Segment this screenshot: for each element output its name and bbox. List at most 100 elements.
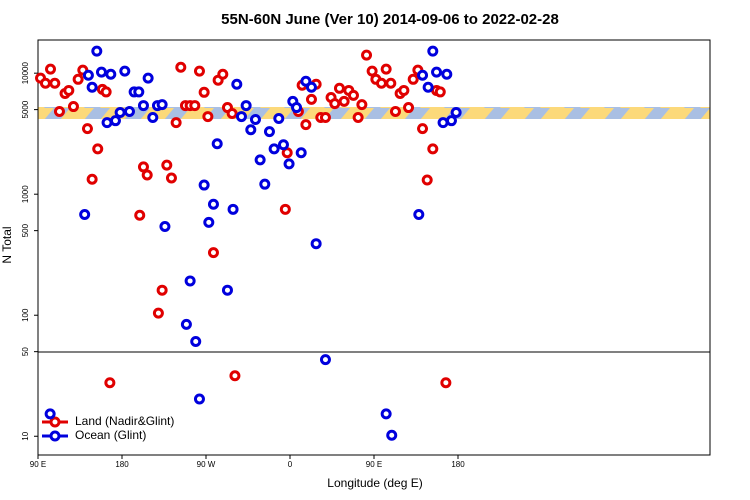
point (291, 102, 303, 114)
point (53, 106, 65, 118)
legend-marker (49, 430, 61, 442)
point (249, 114, 261, 126)
point (427, 45, 439, 57)
point (295, 147, 307, 159)
point (82, 69, 94, 81)
point (141, 169, 153, 181)
point (235, 111, 247, 123)
point (207, 198, 219, 210)
point (347, 89, 359, 101)
x-tick-label: 90 W (197, 460, 216, 469)
point (217, 68, 229, 80)
point (49, 77, 61, 89)
point (268, 143, 280, 155)
point (170, 117, 182, 129)
y-tick-label: 5000 (21, 100, 30, 118)
point (152, 307, 164, 319)
point (356, 99, 368, 111)
point (184, 275, 196, 287)
point (366, 65, 378, 77)
point (161, 159, 173, 171)
legend-label: Ocean (Glint) (75, 428, 146, 442)
point (431, 66, 443, 78)
point (95, 66, 107, 78)
point (445, 115, 457, 127)
point (119, 65, 131, 77)
y-tick-label: 10 (21, 431, 30, 440)
point (211, 138, 223, 150)
point (259, 178, 271, 190)
point (279, 203, 291, 215)
point (101, 117, 113, 129)
point (417, 123, 429, 135)
point (434, 86, 446, 98)
point (221, 284, 233, 296)
point (386, 429, 398, 441)
point (227, 203, 239, 215)
y-tick-label: 100 (21, 308, 30, 322)
point (352, 112, 364, 124)
point (380, 408, 392, 420)
point (254, 154, 266, 166)
point (385, 77, 397, 89)
point (338, 95, 350, 107)
point (403, 102, 415, 114)
x-tick-label: 180 (451, 460, 465, 469)
point (229, 370, 241, 382)
point (231, 78, 243, 90)
point (273, 113, 285, 125)
x-tick-label: 0 (288, 460, 293, 469)
point (175, 61, 187, 73)
point (300, 119, 312, 131)
y-tick-label: 1000 (21, 185, 30, 203)
point (198, 179, 210, 191)
legend: Land (Nadir&Glint)Ocean (Glint) (42, 414, 174, 442)
point (193, 393, 205, 405)
point (398, 84, 410, 96)
point (413, 208, 425, 220)
point (310, 238, 322, 250)
point (159, 220, 171, 232)
point (44, 408, 56, 420)
legend-label: Land (Nadir&Glint) (75, 414, 174, 428)
point (198, 86, 210, 98)
point (189, 100, 201, 112)
point (45, 63, 57, 75)
point (305, 93, 317, 105)
y-tick-label: 10000 (21, 62, 30, 85)
density-band (38, 107, 710, 119)
point (142, 72, 154, 84)
point (79, 208, 91, 220)
point (203, 216, 215, 228)
x-axis-label: Longitude (deg E) (327, 476, 422, 490)
y-tick-label: 500 (21, 223, 30, 237)
point (92, 143, 104, 155)
point (202, 111, 214, 123)
point (86, 173, 98, 185)
point (156, 99, 168, 111)
point (422, 81, 434, 93)
point (91, 45, 103, 57)
point (333, 82, 345, 94)
point (226, 108, 238, 120)
point (450, 107, 462, 119)
point (137, 100, 149, 112)
y-axis-label: N Total (0, 226, 14, 263)
point (283, 158, 295, 170)
point (417, 69, 429, 81)
point (190, 335, 202, 347)
point (407, 73, 419, 85)
chart-title: 55N-60N June (Ver 10) 2014-09-06 to 2022… (221, 11, 559, 28)
point (437, 117, 449, 129)
point (180, 318, 192, 330)
y-tick-label: 50 (21, 347, 30, 356)
point (263, 126, 275, 138)
point (137, 161, 149, 173)
x-tick-label: 90 E (30, 460, 46, 469)
point (134, 209, 146, 221)
point (329, 98, 341, 110)
point (72, 73, 84, 85)
point (375, 77, 387, 89)
point (361, 49, 373, 61)
